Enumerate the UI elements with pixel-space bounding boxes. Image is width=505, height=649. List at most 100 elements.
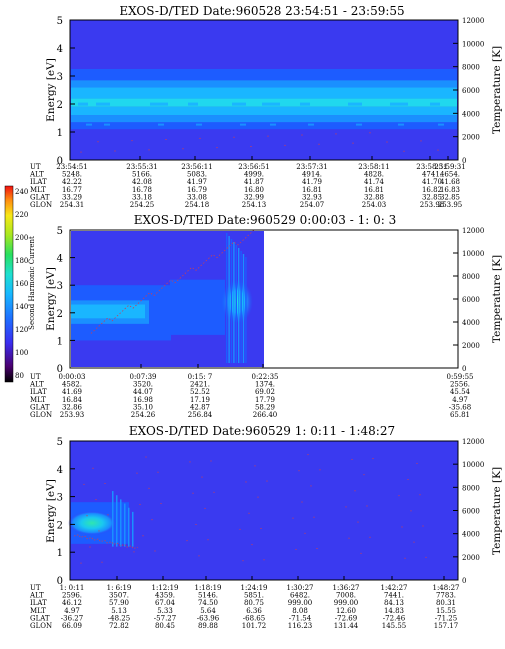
band-patch <box>430 102 440 106</box>
band-patch <box>104 123 110 126</box>
temperature-point <box>318 143 320 145</box>
table-cell: 256.84 <box>188 411 213 419</box>
ytick-label: 5 <box>57 437 63 448</box>
table-cell: -35.68 <box>449 403 471 411</box>
table-cell: 33.18 <box>132 193 152 201</box>
table-cell: 41.97 <box>187 178 207 186</box>
temperature-point <box>304 532 306 534</box>
temperature-point <box>157 471 159 473</box>
ytick-label: 3 <box>57 72 63 83</box>
table-row-label: MLT <box>30 607 46 615</box>
colorbar-tick-label: 220 <box>15 211 28 219</box>
panel-2-streak <box>238 248 240 363</box>
table-cell: 1:12:19 <box>152 584 179 592</box>
panel-3-streak <box>120 499 122 547</box>
table-cell: 3507. <box>109 592 129 600</box>
intensity-band <box>71 20 457 69</box>
table-cell: 33.29 <box>62 193 82 201</box>
table-cell: 254.31 <box>60 201 85 209</box>
table-cell: -48.25 <box>108 614 130 622</box>
temperature-point <box>242 560 244 562</box>
colorbar-tick-label: 120 <box>15 326 28 334</box>
table-row-label: GLAT <box>30 403 50 411</box>
colorbar: Second Harmonic Current 80 100 120 140 160 18… <box>4 185 36 383</box>
table-cell: 32.88 <box>364 193 384 201</box>
temperature-point <box>89 546 91 548</box>
band-patch <box>300 102 310 106</box>
ytick-label: 3 <box>57 281 63 292</box>
panel-1-speckles <box>78 102 444 153</box>
table-cell: 52.52 <box>190 388 210 396</box>
table-cell: 80.31 <box>436 599 456 607</box>
table-row-label: GLAT <box>30 193 50 201</box>
table-cell: 16.83 <box>440 186 460 194</box>
table-cell: 23:58:11 <box>358 163 389 171</box>
ytick-label: 4 <box>57 44 63 55</box>
table-cell: 41.87 <box>244 178 264 186</box>
panel-2-streak <box>235 245 237 363</box>
temperature-point <box>101 561 103 563</box>
y2tick-label: 4000 <box>462 531 480 539</box>
ytick-label: 2 <box>57 309 63 320</box>
temperature-point <box>369 536 371 538</box>
table-row-label: MLT <box>30 396 46 404</box>
panel-2-streak <box>226 233 228 363</box>
table-row-label: GLON <box>30 622 52 630</box>
band-patch <box>196 123 202 126</box>
panel-2-title: EXOS-D/TED Date:960529 0:00:03 - 1: 0: 3 <box>134 213 396 227</box>
table-cell: -72.46 <box>383 614 406 622</box>
table-cell: 4654. <box>440 171 460 179</box>
table-row-label: ALT <box>29 171 44 179</box>
table-cell: 1: 6:19 <box>107 584 132 592</box>
temperature-point <box>131 140 133 142</box>
table-cell: -63.96 <box>197 614 220 622</box>
temperature-point <box>403 150 405 152</box>
ytick-label: 0 <box>57 156 63 167</box>
table-cell: 44.07 <box>133 388 153 396</box>
panel-3: EXOS-D/TED Date:960529 1: 0:11 - 1:48:27… <box>29 424 503 630</box>
panel-2-streak <box>230 239 233 363</box>
table-cell: 32.93 <box>302 193 322 201</box>
table-cell: 0:00:03 <box>59 373 86 381</box>
table-cell: -72.69 <box>335 614 357 622</box>
ytick-label: 3 <box>57 493 63 504</box>
table-cell: 33.08 <box>187 193 207 201</box>
temperature-point <box>372 458 374 460</box>
table-row-label: GLAT <box>30 614 50 622</box>
table-cell: 41.69 <box>62 388 82 396</box>
temperature-point <box>398 495 400 497</box>
ytick-label: 4 <box>57 254 63 265</box>
intensity-band <box>71 80 457 88</box>
temperature-point <box>204 507 206 509</box>
panel-3-y2ticks: 0 2000 4000 6000 8000 10000 12000 <box>453 438 484 585</box>
temperature-point <box>189 461 191 463</box>
table-cell: 16.78 <box>132 186 152 194</box>
temperature-point <box>319 469 321 471</box>
ytick-label: 5 <box>57 16 63 27</box>
table-row-label: ILAT <box>30 388 47 396</box>
table-cell: 157.17 <box>434 622 459 630</box>
table-cell: 84.13 <box>384 599 404 607</box>
table-cell: 1:24:19 <box>241 584 268 592</box>
band-patch <box>270 123 276 126</box>
temperature-point <box>354 490 356 492</box>
y2tick-label: 10000 <box>462 461 484 469</box>
panel-2-ylabel: Energy [eV] <box>45 267 57 331</box>
temperature-point <box>239 528 241 530</box>
table-cell: 5248. <box>62 171 82 179</box>
panel-1: EXOS-D/TED Date:960528 23:54:51 - 23:59:… <box>29 4 503 209</box>
temperature-point <box>182 148 184 150</box>
table-cell: 4828. <box>364 171 384 179</box>
temperature-point <box>83 483 85 485</box>
table-cell: 16.98 <box>133 396 153 404</box>
y2tick-label: 2000 <box>462 342 480 350</box>
temperature-point <box>98 530 100 532</box>
table-cell: 4582. <box>62 381 82 389</box>
table-cell: -68.65 <box>243 614 265 622</box>
table-cell: -36.27 <box>61 614 83 622</box>
y2tick-label: 12000 <box>462 438 484 446</box>
panel-2-yticks: 0 1 2 3 4 5 <box>57 226 75 375</box>
temperature-point <box>301 134 303 136</box>
colorbar-tick-label: 160 <box>15 280 28 288</box>
